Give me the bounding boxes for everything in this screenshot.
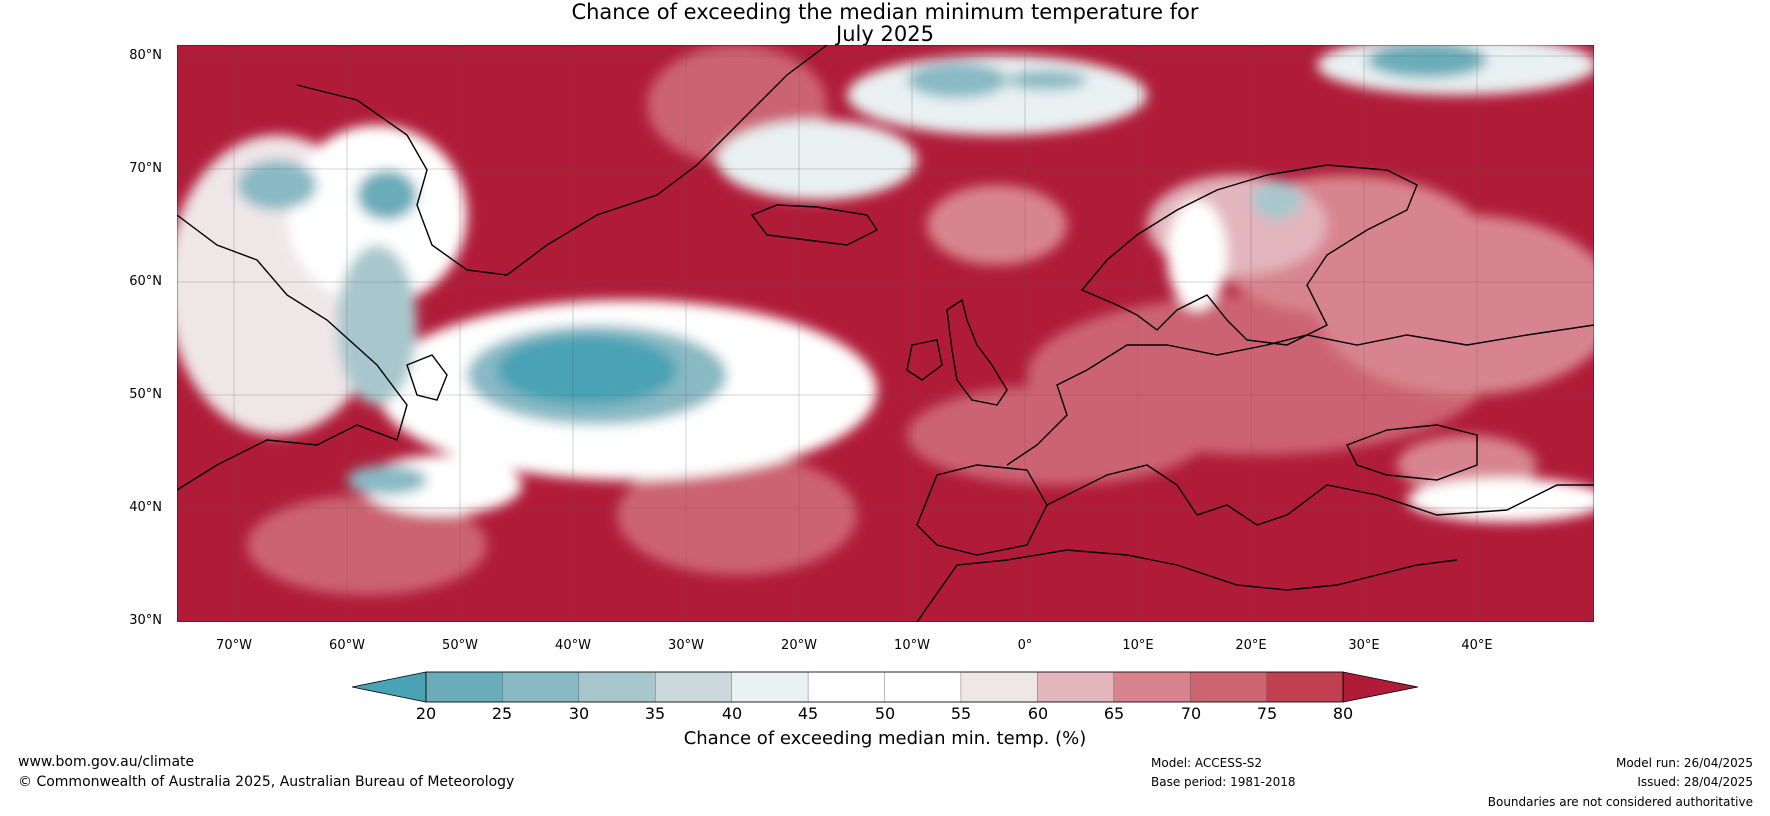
lon-label-20w: 20°W [781,638,817,653]
colorbar-tick-35: 35 [644,704,666,723]
colorbar-tick-80: 80 [1332,704,1354,723]
colorbar-tick-40: 40 [721,704,743,723]
lon-label-50w: 50°W [442,638,478,653]
issued-date: Issued: 28/04/2025 [1637,775,1753,789]
website-link[interactable]: www.bom.gov.au/climate [18,754,195,770]
model-run-date: Model run: 26/04/2025 [1615,756,1753,770]
boundaries-disclaimer: Boundaries are not considered authoritat… [1487,795,1753,809]
lon-label-30e: 30°E [1348,638,1380,653]
colorbar-segment [807,671,886,703]
lat-label-70n: 70°N [129,161,162,176]
colorbar-segment [578,671,656,703]
colorbar [352,671,1418,703]
colorbar-segment [655,671,733,703]
model-name: Model: ACCESS-S2 [1151,756,1263,770]
lon-label-10e: 10°E [1122,638,1154,653]
probability-field [177,45,1594,595]
colorbar-tick-65: 65 [1103,704,1125,723]
lon-label-70w: 70°W [216,638,252,653]
base-period: Base period: 1981-2018 [1151,775,1296,789]
colorbar-segments [352,671,1418,703]
colorbar-tick-25: 25 [491,704,513,723]
map-title-line1: Chance of exceeding the median minimum t… [571,0,1199,24]
colorbar-segment [1037,671,1115,703]
colorbar-label: Chance of exceeding median min. temp. (%… [683,728,1087,749]
colorbar-tick-20: 20 [415,704,437,723]
coastlines [177,45,1594,622]
copyright-text: © Commonwealth of Australia 2025, Austra… [18,774,515,790]
lon-label-40e: 40°E [1461,638,1493,653]
lat-label-50n: 50°N [129,387,162,402]
colorbar-tick-60: 60 [1027,704,1049,723]
forecast-map [177,45,1594,622]
lat-label-80n: 80°N [129,48,162,63]
lat-label-60n: 60°N [129,274,162,289]
colorbar-segment [1266,671,1344,703]
colorbar-segment [960,671,1039,703]
colorbar-tick-75: 75 [1256,704,1278,723]
colorbar-segment [1189,671,1268,703]
colorbar-extension-high [1342,671,1418,703]
colorbar-tick-45: 45 [797,704,819,723]
colorbar-tick-50: 50 [874,704,896,723]
lon-label-20e: 20°E [1235,638,1267,653]
lon-label-10w: 10°W [894,638,930,653]
colorbar-tick-30: 30 [568,704,590,723]
lon-label-30w: 30°W [668,638,704,653]
colorbar-segment [1113,671,1191,703]
lon-label-40w: 40°W [555,638,591,653]
lon-label-60w: 60°W [329,638,365,653]
colorbar-tick-70: 70 [1180,704,1202,723]
colorbar-tick-55: 55 [950,704,972,723]
colorbar-extension-low [352,671,427,703]
lon-label-0: 0° [1017,638,1033,653]
colorbar-segment [731,671,809,703]
lat-label-30n: 30°N [129,613,162,628]
map-title-line2: July 2025 [836,22,934,46]
colorbar-segment [502,671,580,703]
lat-label-40n: 40°N [129,500,162,515]
colorbar-segment [425,671,504,703]
graticule [177,45,1594,622]
map-canvas [177,45,1594,622]
colorbar-segment [884,671,962,703]
